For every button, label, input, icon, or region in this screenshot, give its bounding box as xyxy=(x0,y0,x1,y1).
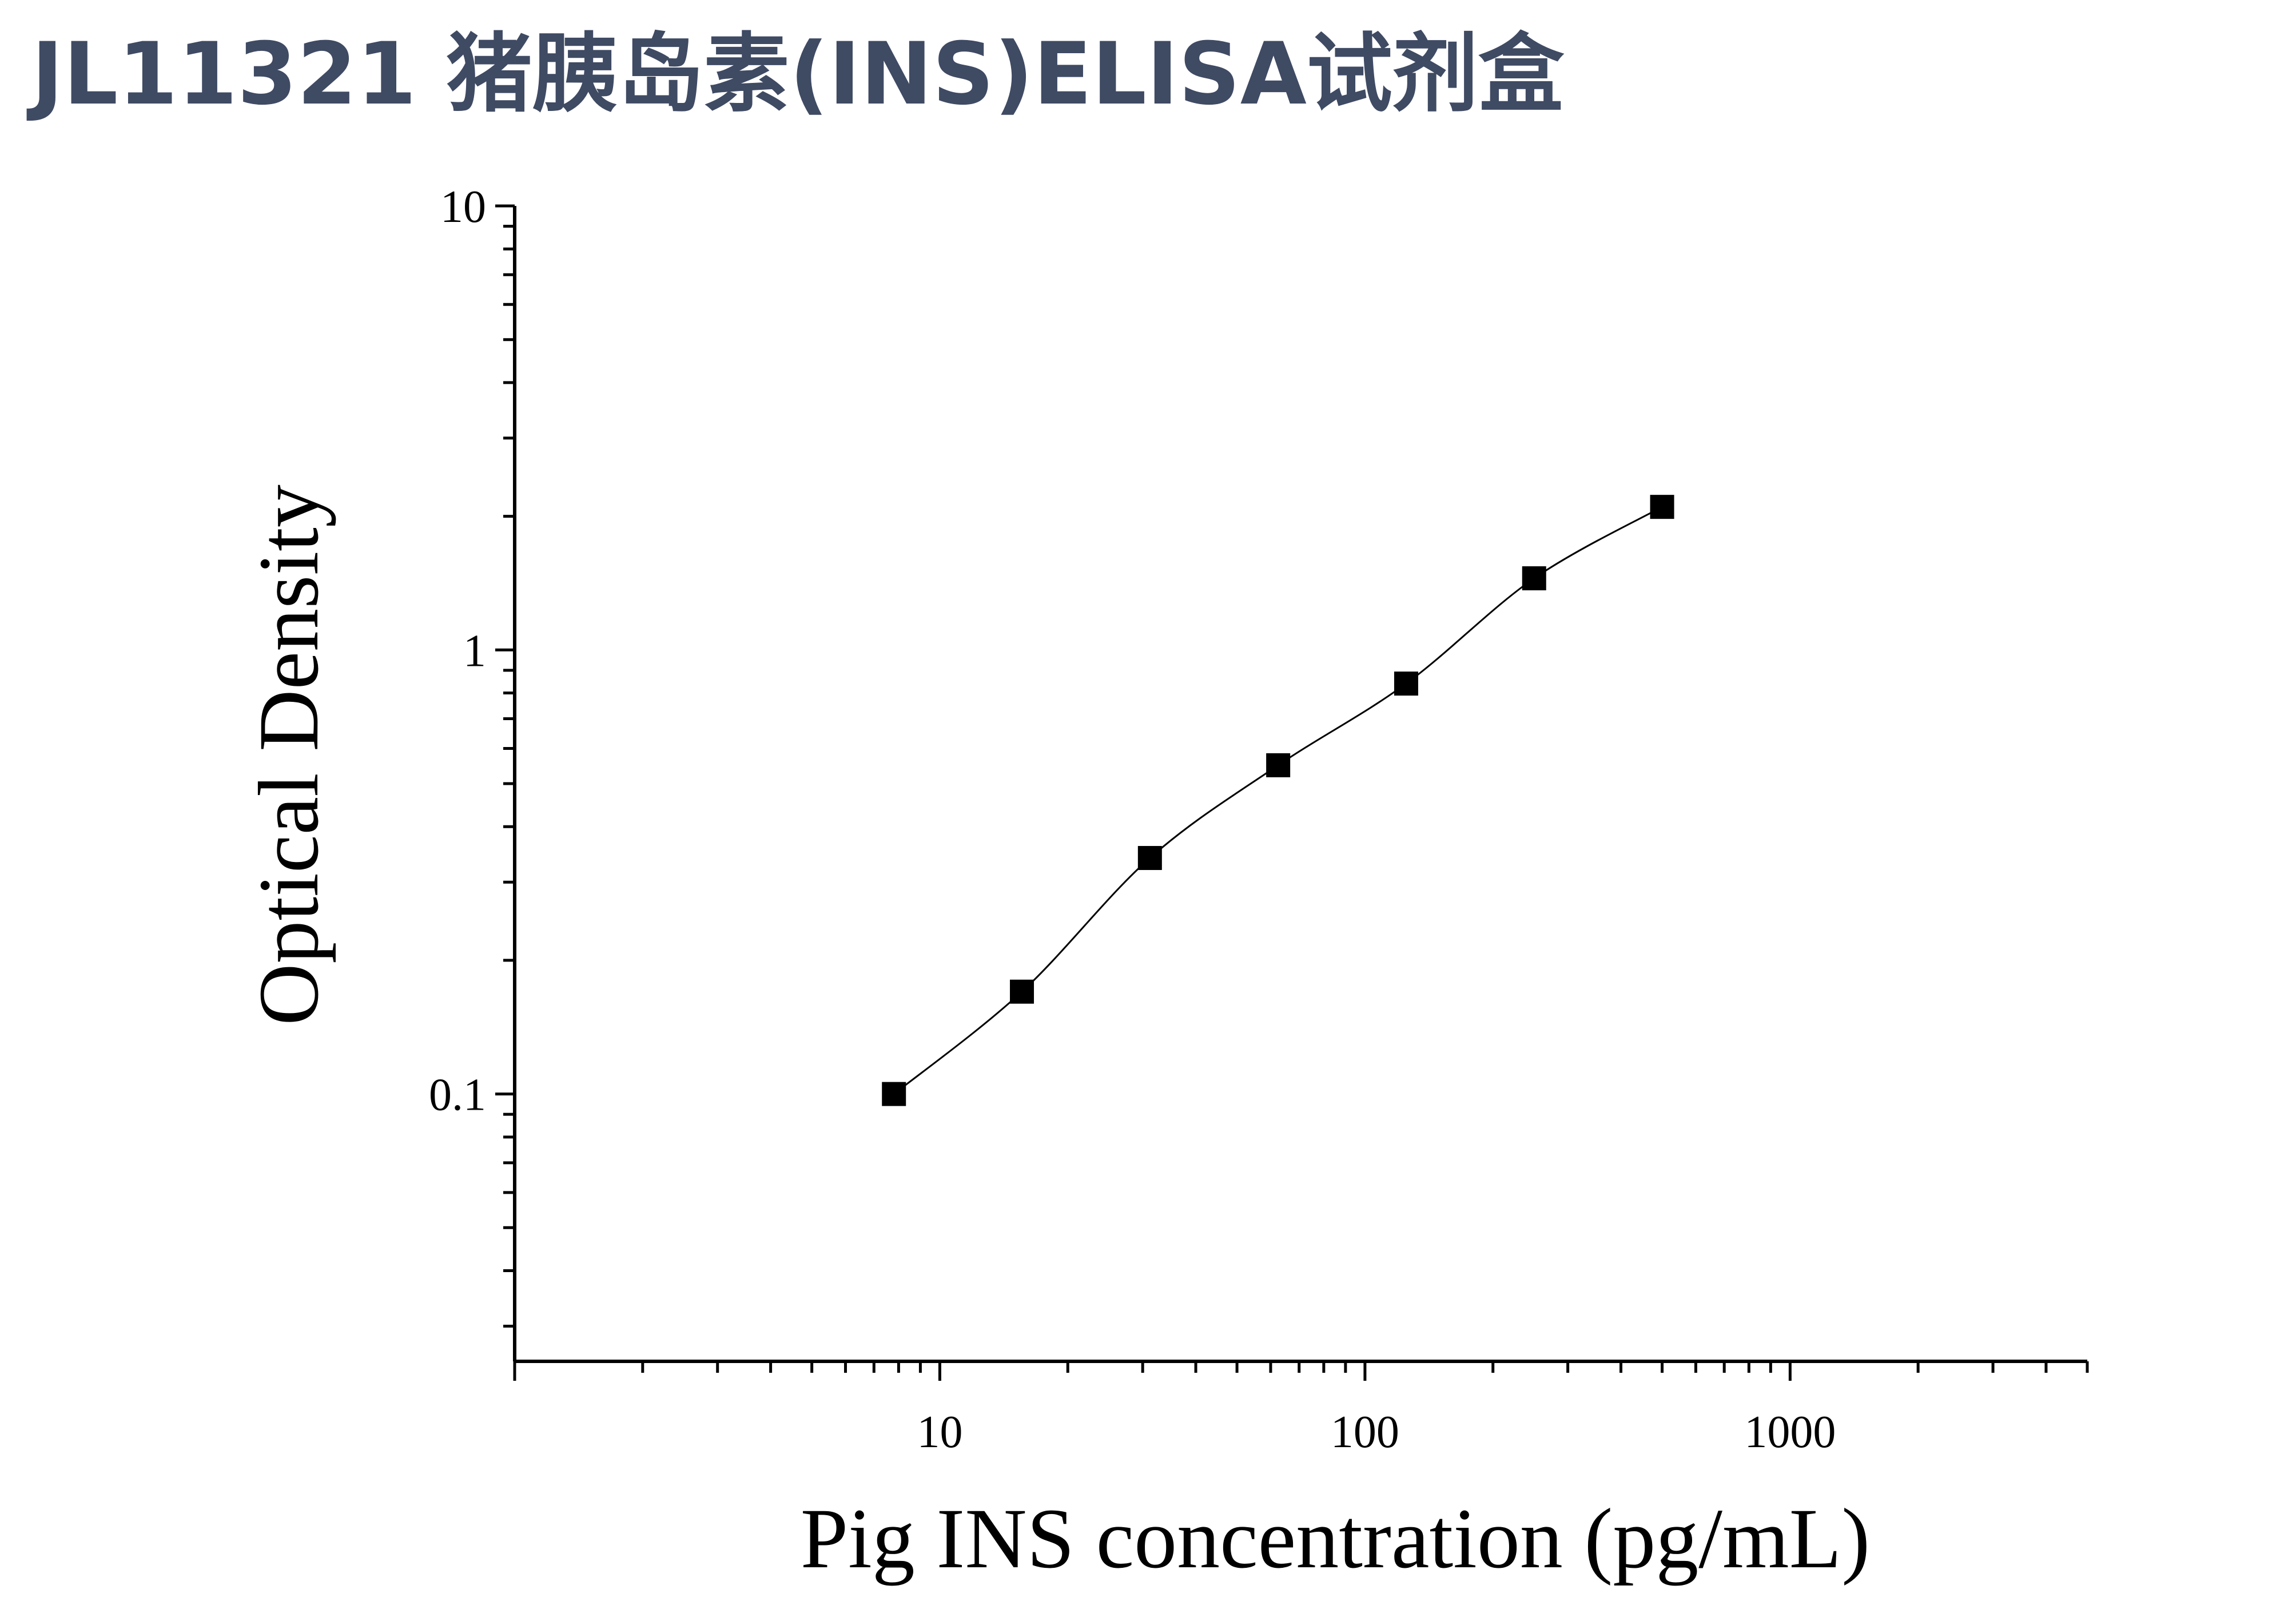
y-tick-label: 0.1 xyxy=(429,1070,486,1121)
y-axis-label: Optical Density xyxy=(241,484,336,1026)
data-points xyxy=(882,495,1674,1106)
fit-curve xyxy=(893,506,1663,1095)
x-tick-label: 10 xyxy=(917,1407,962,1457)
axes xyxy=(513,206,2087,1363)
axis-ticks xyxy=(495,204,2089,1381)
data-point-marker xyxy=(1010,979,1034,1004)
y-tick-label: 10 xyxy=(440,182,486,232)
x-axis-label: Pig INS concentration (pg/mL) xyxy=(801,1491,1870,1586)
data-point-marker xyxy=(1137,846,1162,871)
tick-labels: 10 100 1000 0.1 1 10 xyxy=(429,182,1836,1457)
fit-curve-group xyxy=(893,506,1663,1095)
x-tick-label: 1000 xyxy=(1744,1407,1836,1457)
y-tick-label: 1 xyxy=(463,626,486,676)
data-point-marker xyxy=(1266,753,1291,777)
page-title: JL11321 猪胰岛素(INS)ELISA试剂盒 xyxy=(31,25,1564,124)
data-point-marker xyxy=(882,1082,906,1106)
data-point-marker xyxy=(1650,495,1674,519)
x-tick-label: 100 xyxy=(1331,1407,1399,1457)
data-point-marker xyxy=(1522,566,1546,591)
data-point-marker xyxy=(1394,672,1418,696)
